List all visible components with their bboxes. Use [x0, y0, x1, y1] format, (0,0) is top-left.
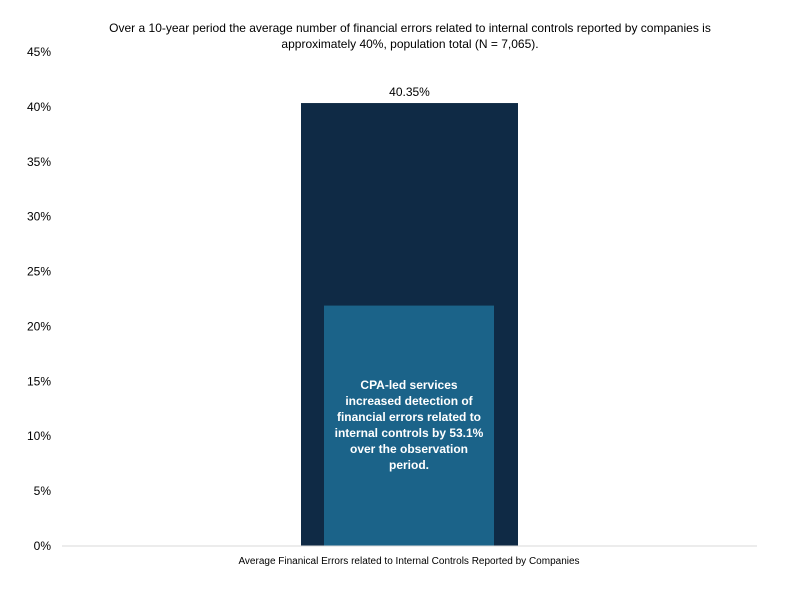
annotation-text: CPA-led services increased detection of …: [334, 378, 484, 472]
y-tick-label: 0%: [34, 539, 52, 553]
bar-cpa-detection: [324, 305, 494, 546]
y-tick-label: 35%: [27, 155, 51, 169]
y-tick-label: 30%: [27, 210, 51, 224]
chart-title: Over a 10-year period the average number…: [109, 21, 711, 51]
y-tick-label: 5%: [34, 484, 52, 498]
x-category-label: Average Finanical Errors related to Inte…: [238, 556, 579, 567]
y-tick-label: 25%: [27, 265, 51, 279]
bars: [301, 103, 518, 547]
y-tick-label: 45%: [27, 45, 51, 59]
y-axis-ticks: 0% 5% 10% 15% 20% 25% 30% 35% 40% 45%: [27, 45, 51, 553]
annotation-text-box: CPA-led services increased detection of …: [324, 378, 494, 472]
y-tick-label: 40%: [27, 100, 51, 114]
y-tick-label: 10%: [27, 429, 51, 443]
data-label-total: 40.35%: [389, 85, 430, 99]
y-tick-label: 20%: [27, 319, 51, 333]
y-tick-label: 15%: [27, 374, 51, 388]
